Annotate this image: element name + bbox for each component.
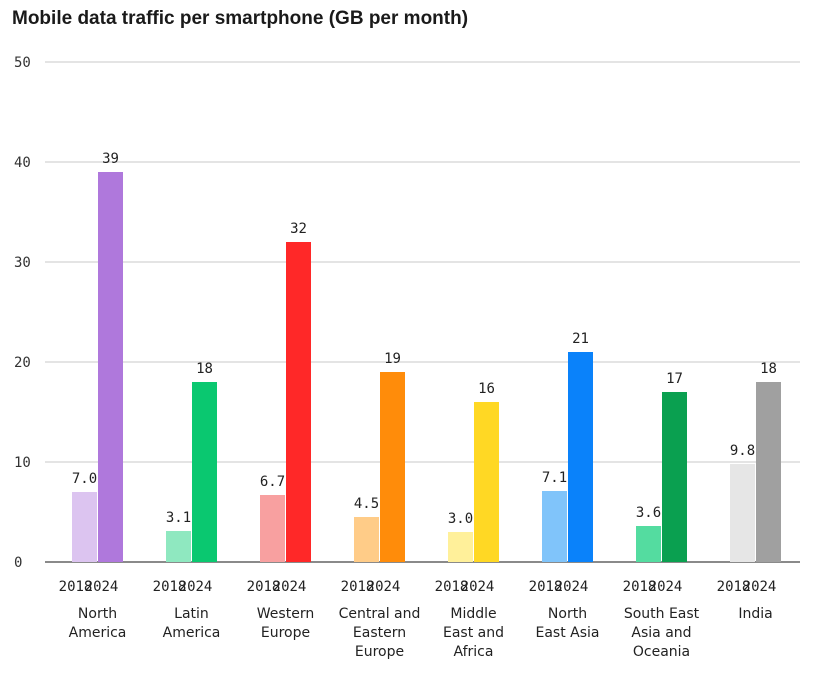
- data-label: 9.8: [730, 443, 755, 459]
- y-tick-label-20: 20: [14, 355, 31, 371]
- region-label: America: [69, 625, 127, 641]
- bar-6-2024: [662, 392, 687, 562]
- year-label: 2024: [461, 579, 495, 595]
- year-label: 2018: [341, 579, 375, 595]
- bar-7-2024: [756, 382, 781, 562]
- bar-2-2018: [260, 495, 285, 562]
- year-label: 2024: [743, 579, 777, 595]
- year-label: 2024: [555, 579, 589, 595]
- data-label: 18: [196, 361, 213, 377]
- bar-1-2018: [166, 531, 191, 562]
- bar-6-2018: [636, 526, 661, 562]
- region-label: Europe: [355, 644, 404, 660]
- region-label: Eastern: [353, 625, 406, 641]
- bar-0-2018: [72, 492, 97, 562]
- year-label: 2018: [59, 579, 93, 595]
- data-label: 7.1: [542, 470, 567, 486]
- y-tick-label-50: 50: [14, 55, 31, 71]
- region-label: Western: [257, 606, 314, 622]
- year-label: 2018: [717, 579, 751, 595]
- year-label: 2024: [649, 579, 683, 595]
- year-label: 2018: [153, 579, 187, 595]
- data-label: 17: [666, 371, 683, 387]
- bar-4-2024: [474, 402, 499, 562]
- bar-7-2018: [730, 464, 755, 562]
- data-label: 16: [478, 381, 495, 397]
- region-label: Europe: [261, 625, 310, 641]
- year-label: 2024: [85, 579, 119, 595]
- data-label: 3.1: [166, 510, 191, 526]
- data-label: 39: [102, 151, 119, 167]
- region-label: South East: [624, 606, 700, 622]
- region-label: Oceania: [633, 644, 690, 660]
- y-tick-label-40: 40: [14, 155, 31, 171]
- region-label: North: [548, 606, 587, 622]
- y-tick-label-0: 0: [14, 555, 22, 571]
- data-label: 6.7: [260, 474, 285, 490]
- y-tick-label-10: 10: [14, 455, 31, 471]
- bar-3-2024: [380, 372, 405, 562]
- region-label: Asia and: [631, 625, 691, 641]
- region-label: America: [163, 625, 221, 641]
- data-label: 19: [384, 351, 401, 367]
- bar-3-2018: [354, 517, 379, 562]
- bar-1-2024: [192, 382, 217, 562]
- region-label: India: [738, 606, 772, 622]
- bar-5-2024: [568, 352, 593, 562]
- data-label: 32: [290, 221, 307, 237]
- region-label: East Asia: [536, 625, 600, 641]
- bar-0-2024: [98, 172, 123, 562]
- region-label: North: [78, 606, 117, 622]
- data-label: 7.0: [72, 471, 97, 487]
- data-label: 3.0: [448, 511, 473, 527]
- year-label: 2024: [273, 579, 307, 595]
- year-label: 2024: [367, 579, 401, 595]
- data-label: 18: [760, 361, 777, 377]
- year-label: 2018: [623, 579, 657, 595]
- data-label: 3.6: [636, 505, 661, 521]
- chart-title: Mobile data traffic per smartphone (GB p…: [12, 8, 469, 29]
- region-label: Africa: [454, 644, 494, 660]
- y-tick-label-30: 30: [14, 255, 31, 271]
- year-label: 2018: [247, 579, 281, 595]
- region-label: East and: [443, 625, 504, 641]
- bar-4-2018: [448, 532, 473, 562]
- year-label: 2024: [179, 579, 213, 595]
- bar-2-2024: [286, 242, 311, 562]
- data-label: 4.5: [354, 496, 379, 512]
- year-label: 2018: [529, 579, 563, 595]
- data-label: 21: [572, 331, 589, 347]
- bar-5-2018: [542, 491, 567, 562]
- year-label: 2018: [435, 579, 469, 595]
- region-label: Central and: [339, 606, 421, 622]
- region-label: Latin: [174, 606, 209, 622]
- region-label: Middle: [450, 606, 496, 622]
